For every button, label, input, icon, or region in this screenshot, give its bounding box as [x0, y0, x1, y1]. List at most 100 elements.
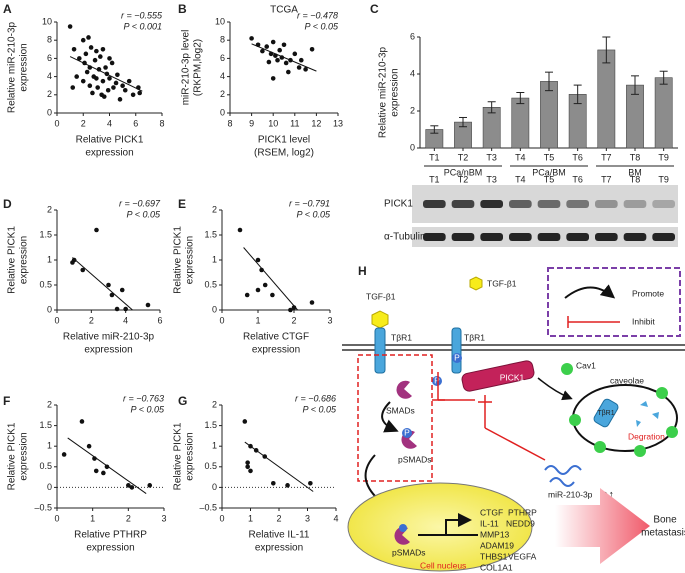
panel-label: E [178, 197, 186, 211]
blot-row-label: α-Tubulin [384, 232, 426, 243]
x-tick-label: 8 [227, 118, 232, 128]
y-axis-label: expression [185, 432, 196, 480]
x-axis-label: PICK1 level [258, 135, 310, 146]
point [255, 257, 261, 263]
point [74, 74, 79, 79]
inhibit [484, 427, 546, 461]
point [281, 42, 287, 48]
x-tick-label: 2 [81, 118, 86, 128]
panel-label: C [370, 2, 379, 16]
receptor [451, 327, 462, 374]
nucleus [347, 482, 533, 572]
bar [540, 81, 558, 149]
legend-inhibit: Inhibit [632, 316, 655, 326]
y-tick-label: 6 [220, 53, 225, 63]
annotation: r = −0.686 [295, 393, 336, 403]
point [264, 44, 270, 49]
point [61, 452, 67, 457]
y-axis-label: expression [19, 236, 30, 284]
x-tick-label: 2 [276, 513, 281, 523]
annotation: r = −0.791 [289, 198, 330, 208]
gene: MMP13 [480, 529, 510, 539]
x-tick-label: T8 [630, 152, 641, 162]
cav1-icon [634, 445, 646, 457]
x-tick-label: T6 [572, 152, 583, 162]
y-tick-label: –0.5 [34, 502, 52, 512]
x-axis-label: expression [252, 345, 300, 356]
x-tick-label: 8 [159, 118, 164, 128]
point [67, 24, 73, 29]
degradation-label: Degration [628, 431, 665, 441]
x-tick-label: 4 [333, 513, 338, 523]
gene: VEGFA [508, 551, 537, 561]
receptor-label: TβR1 [464, 332, 485, 342]
gene: ADAM19 [480, 540, 514, 550]
blot-band [623, 200, 647, 208]
annotation: P < 0.05 [127, 209, 161, 219]
y-tick-label: 0 [47, 482, 52, 492]
point [80, 37, 86, 43]
point [114, 306, 120, 312]
cav1-label: Cav1 [576, 360, 596, 370]
x-tick-label: T2 [458, 152, 469, 162]
y-tick-label: 1 [47, 441, 52, 451]
x-axis-label: expression [85, 148, 133, 159]
x-tick-label: 4 [123, 315, 128, 325]
annotation: r = −0.763 [123, 393, 164, 403]
point [286, 69, 291, 75]
annotation: r = −0.478 [297, 10, 338, 20]
point [245, 460, 250, 465]
legend-promote: Promote [632, 288, 664, 298]
bar [482, 107, 501, 149]
y-tick-label: 0.5 [39, 279, 52, 289]
group-label: BM [628, 167, 642, 177]
y-tick-label: 0 [220, 107, 225, 117]
blot-band [423, 233, 446, 241]
x-axis-label: expression [86, 543, 134, 554]
point [308, 480, 313, 486]
y-tick-label: 2 [47, 89, 52, 99]
point [80, 78, 86, 84]
point [107, 76, 112, 81]
phospho [452, 353, 462, 363]
y-tick-label: 2 [212, 204, 217, 214]
annotation: P < 0.05 [305, 21, 339, 31]
x-tick-label: 6 [133, 118, 138, 128]
point [244, 292, 250, 298]
point [87, 83, 93, 88]
point [123, 306, 128, 312]
gene: THBS1 [480, 551, 508, 561]
x-axis-label: Relative PICK1 [76, 135, 144, 146]
point [103, 65, 108, 70]
panel-label: B [178, 2, 187, 16]
point [277, 47, 282, 53]
receptor [593, 398, 619, 428]
point [255, 287, 261, 293]
annotation: P < 0.05 [303, 404, 337, 414]
point [283, 60, 289, 66]
point [84, 69, 90, 75]
y-axis-label: (RKPM,log2) [193, 39, 204, 96]
blot-row-label: PICK1 [384, 199, 413, 210]
x-tick-label: 2 [291, 315, 296, 325]
x-tick-label: 0 [219, 513, 224, 523]
annotation: P < 0.05 [131, 404, 165, 414]
transcription-arrow [445, 513, 472, 535]
blot-band [509, 233, 532, 241]
legend-ligand: TGF-β1 [487, 278, 517, 288]
y-tick-label: 0.5 [204, 461, 217, 471]
internal-receptor-label: TβR1 [597, 410, 614, 417]
point [253, 448, 259, 453]
outcome-label: metastasis [641, 528, 685, 539]
point [309, 47, 315, 52]
y-tick-label: 4 [47, 71, 52, 81]
pick1-icon [461, 360, 535, 392]
nucleus-label: Cell nucleus [420, 560, 466, 570]
point [104, 464, 110, 470]
cav1-icon [656, 387, 668, 399]
x-tick-label: 9 [249, 118, 254, 128]
gene: NEDD9 [506, 518, 535, 528]
lane-label: T9 [658, 174, 669, 184]
point [145, 302, 151, 308]
blot-band [652, 200, 675, 208]
